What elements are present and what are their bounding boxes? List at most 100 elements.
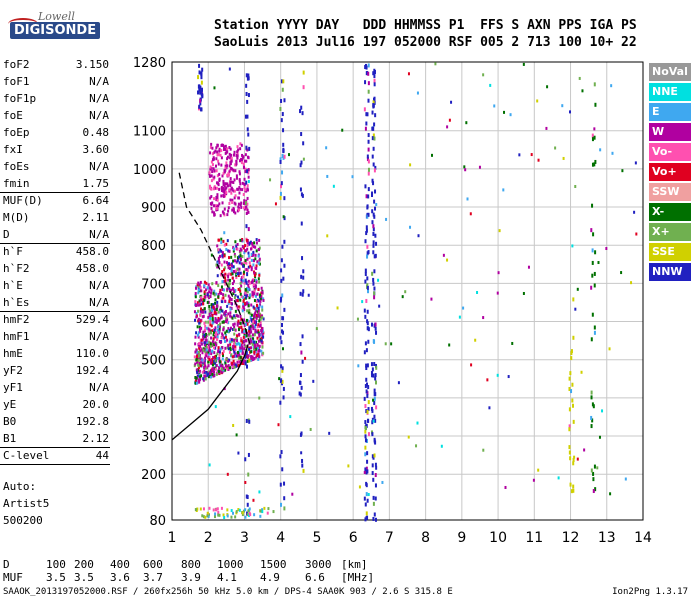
echo-dot xyxy=(230,180,233,184)
echo-dot xyxy=(358,485,361,489)
echo-dot xyxy=(367,385,370,390)
echo-dot xyxy=(219,306,222,310)
echo-dot xyxy=(518,153,521,157)
x-tick-label: 13 xyxy=(598,530,616,546)
param-name: fxI xyxy=(3,143,23,156)
echo-dot xyxy=(241,245,244,249)
echo-dot xyxy=(222,194,225,198)
echo-dot xyxy=(239,142,242,146)
echo-dot xyxy=(364,65,367,70)
echo-dot xyxy=(227,262,230,266)
echo-dot xyxy=(213,330,216,334)
echo-dot xyxy=(522,62,525,66)
echo-dot xyxy=(234,345,237,349)
echo-dot xyxy=(208,290,211,294)
echo-dot xyxy=(260,340,263,344)
echo-dot xyxy=(511,341,514,345)
echo-dot xyxy=(245,267,248,271)
echo-dot xyxy=(211,282,214,286)
echo-dot xyxy=(244,288,247,292)
echo-dot xyxy=(252,283,255,287)
echo-dot xyxy=(364,184,367,189)
echo-dot xyxy=(470,363,473,367)
echo-dot xyxy=(232,249,235,253)
echo-dot xyxy=(197,343,200,347)
echo-dot xyxy=(244,480,247,484)
echo-dot xyxy=(242,305,245,309)
echo-dot xyxy=(409,163,412,167)
param-value: 3.60 xyxy=(82,143,110,156)
echo-dot xyxy=(280,268,283,273)
echo-dot xyxy=(233,259,236,263)
echo-dot xyxy=(255,241,258,245)
echo-dot xyxy=(211,329,214,333)
legend-item-ssw: SSW xyxy=(649,183,691,201)
echo-dot xyxy=(224,333,227,337)
echo-dot xyxy=(283,98,286,103)
echo-dot xyxy=(202,337,205,341)
y-tick-label: 1000 xyxy=(133,163,166,178)
echo-dot xyxy=(299,291,302,296)
echo-dot xyxy=(195,358,198,362)
echo-dot xyxy=(300,221,303,226)
echo-dot xyxy=(247,132,250,137)
echo-dot xyxy=(371,178,374,183)
echo-dot xyxy=(220,143,223,147)
echo-dot xyxy=(446,125,449,129)
echo-dot xyxy=(372,398,375,402)
echo-dot xyxy=(237,205,240,209)
echo-dot xyxy=(236,209,239,213)
echo-dot xyxy=(230,159,233,163)
echo-dot xyxy=(203,356,206,360)
echo-dot xyxy=(217,369,220,373)
echo-dot xyxy=(242,272,245,276)
echo-dot xyxy=(237,305,240,309)
echo-dot xyxy=(231,355,234,359)
echo-dot xyxy=(624,477,627,481)
echo-dot xyxy=(218,353,221,357)
echo-dot xyxy=(219,214,222,218)
echo-dot xyxy=(371,136,374,141)
echo-dot xyxy=(373,96,376,101)
legend-item-nne: NNE xyxy=(649,83,691,101)
echo-dot xyxy=(364,467,367,472)
echo-dot xyxy=(241,307,244,311)
echo-dot xyxy=(212,167,215,171)
echo-dot xyxy=(372,373,375,378)
echo-dot xyxy=(246,202,249,206)
echo-dot xyxy=(245,145,248,150)
echo-dot xyxy=(332,184,335,188)
echo-dot xyxy=(280,502,283,507)
echo-dot xyxy=(568,445,571,450)
echo-dot xyxy=(196,283,199,287)
param-row: fxI 3.60 xyxy=(3,143,109,159)
echo-dot xyxy=(240,158,243,162)
echo-dot xyxy=(219,153,222,157)
echo-dot xyxy=(196,370,199,374)
echo-dot xyxy=(207,320,210,324)
echo-dot xyxy=(237,202,240,206)
echo-dot xyxy=(223,260,226,264)
echo-dot xyxy=(409,225,412,229)
echo-dot xyxy=(466,197,469,201)
echo-dot xyxy=(300,132,303,137)
echo-dot xyxy=(215,343,218,347)
echo-dot xyxy=(230,255,233,259)
echo-dot xyxy=(203,298,206,302)
echo-dot xyxy=(261,308,264,312)
echo-dot xyxy=(212,305,215,309)
d-value: 3000 xyxy=(305,558,332,571)
echo-dot xyxy=(261,332,264,336)
echo-dot xyxy=(246,155,249,159)
echo-dot xyxy=(219,360,222,364)
echo-dot xyxy=(221,346,224,350)
echo-dot xyxy=(298,380,301,385)
echo-dot xyxy=(232,347,235,351)
echo-dot xyxy=(203,341,206,345)
echo-dot xyxy=(407,72,410,76)
echo-dot xyxy=(251,355,254,359)
echo-dot xyxy=(384,342,387,346)
echo-dot xyxy=(250,346,253,350)
echo-dot xyxy=(257,299,260,303)
echo-dot xyxy=(222,179,225,183)
